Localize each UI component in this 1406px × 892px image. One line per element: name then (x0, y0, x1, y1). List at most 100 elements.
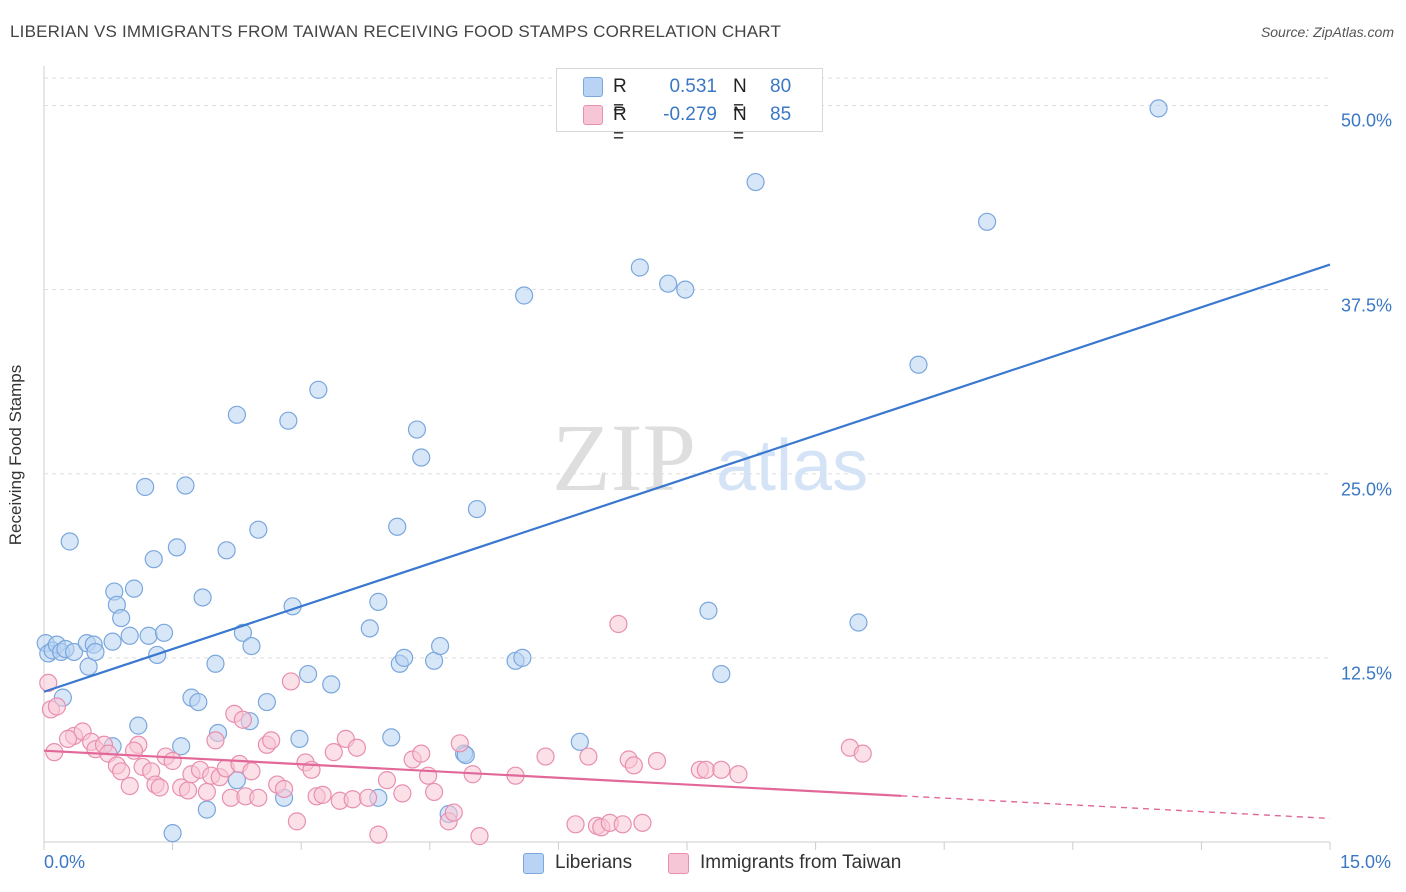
taiwan-point-2 (47, 697, 66, 716)
correlation-legend: R = 0.531 N = 80 R = -0.279 N = 85 (556, 68, 823, 147)
taiwan-point-80 (853, 744, 872, 763)
y-tick-label-2: 37.5% (1340, 295, 1392, 316)
liberian-point-21 (136, 477, 155, 497)
liberian-point-43 (257, 692, 277, 712)
liberian-point-25 (154, 623, 174, 642)
taiwan-point-43 (313, 785, 332, 804)
taiwan-point-25 (206, 731, 225, 750)
taiwan-point-33 (249, 788, 268, 807)
taiwan-point-76 (696, 760, 715, 779)
liberian-point-8 (60, 532, 79, 551)
liberian-point-71 (659, 274, 678, 293)
x-tick-label-max: 15.0% (1340, 852, 1392, 872)
taiwan-point-20 (178, 781, 198, 800)
taiwan-point-56 (424, 782, 444, 802)
liberian-point-78 (977, 212, 997, 231)
bottom-legend-swatch-pink (668, 853, 689, 874)
taiwan-point-73 (633, 813, 652, 832)
liberian-point-47 (290, 729, 309, 748)
taiwan-trend-line (43, 749, 902, 797)
taiwan-point-63 (536, 747, 555, 766)
legend-r-label: R = (613, 76, 627, 119)
liberian-point-72 (676, 280, 695, 299)
liberian-point-33 (197, 800, 216, 819)
taiwan-point-48 (347, 738, 367, 757)
liberian-point-31 (189, 692, 208, 712)
liberian-point-48 (298, 664, 318, 684)
taiwan-point-51 (377, 771, 397, 790)
liberian-point-52 (369, 592, 388, 611)
liberian-point-67 (513, 648, 532, 667)
liberian-point-13 (103, 632, 122, 651)
taiwan-point-35 (262, 731, 281, 750)
taiwan-point-54 (412, 744, 431, 763)
taiwan-trend-line-dashed (901, 795, 1331, 820)
bottom-legend-swatch-blue (523, 853, 544, 874)
liberian-point-39 (233, 623, 253, 642)
liberian-point-75 (746, 172, 765, 192)
taiwan-point-52 (393, 784, 412, 803)
taiwan-point-59 (450, 734, 469, 753)
bottom-legend-label: Liberians (555, 852, 633, 873)
taiwan-point-61 (470, 827, 489, 846)
liberian-point-27 (167, 538, 186, 557)
y-tick-label-1: 25.0% (1340, 479, 1392, 500)
y-tick-label-0: 12.5% (1340, 663, 1392, 684)
watermark-atlas: atlas (716, 426, 868, 506)
watermark: ZIP atlas (552, 404, 868, 511)
taiwan-point-39 (287, 812, 307, 831)
taiwan-point-84 (233, 710, 253, 729)
taiwan-point-11 (120, 776, 139, 796)
taiwan-point-37 (274, 779, 294, 799)
liberian-point-69 (570, 732, 589, 751)
y-tick-label-3: 50.0% (1340, 110, 1392, 131)
taiwan-point-44 (324, 743, 343, 762)
liberian-point-34 (206, 654, 225, 673)
liberian-point-20 (129, 716, 148, 735)
liberian-point-74 (712, 664, 731, 684)
liberian-point-17 (112, 608, 131, 628)
taiwan-point-32 (242, 762, 261, 781)
legend-r-value: -0.279 (663, 104, 717, 125)
bottom-legend-label: Immigrants from Taiwan (700, 852, 902, 873)
liberian-point-59 (412, 448, 431, 467)
liberian-point-70 (630, 258, 649, 277)
legend-swatch-pink (583, 105, 603, 125)
liberian-point-54 (382, 728, 401, 747)
taiwan-point-72 (624, 756, 643, 775)
legend-n-value: 85 (770, 104, 792, 125)
taiwan-point-64 (566, 815, 585, 834)
liberian-point-57 (394, 648, 414, 667)
taiwan-point-23 (197, 782, 216, 802)
legend-n-label: N = (733, 104, 747, 147)
liberian-point-36 (217, 541, 236, 560)
liberian-point-68 (515, 286, 534, 305)
taiwan-point-82 (58, 729, 78, 748)
liberian-trend-line (43, 263, 1331, 693)
legend-r-label: R = (613, 104, 627, 147)
taiwan-point-78 (729, 765, 748, 784)
taiwan-point-65 (579, 747, 598, 766)
points-layer (36, 99, 1168, 846)
liberian-point-65 (467, 499, 487, 519)
liberian-point-22 (139, 626, 158, 645)
liberian-point-73 (699, 601, 718, 620)
taiwan-point-47 (343, 790, 362, 809)
taiwan-point-38 (281, 672, 301, 691)
liberian-point-6 (64, 642, 84, 662)
legend-n-value: 80 (770, 76, 792, 97)
taiwan-point-49 (358, 788, 378, 807)
chart-source: Source: ZipAtlas.com (1260, 24, 1394, 40)
watermark-zip: ZIP (552, 404, 696, 511)
chart-title: LIBERIAN VS IMMIGRANTS FROM TAIWAN RECEI… (10, 22, 782, 41)
taiwan-point-77 (712, 760, 731, 779)
liberian-point-50 (322, 675, 341, 694)
trend-layer (43, 263, 1331, 820)
liberian-point-32 (193, 588, 212, 607)
liberian-point-58 (407, 420, 427, 439)
liberian-point-55 (388, 517, 407, 536)
liberian-point-38 (227, 405, 246, 424)
liberian-point-10 (79, 657, 98, 676)
liberian-point-51 (360, 619, 379, 638)
